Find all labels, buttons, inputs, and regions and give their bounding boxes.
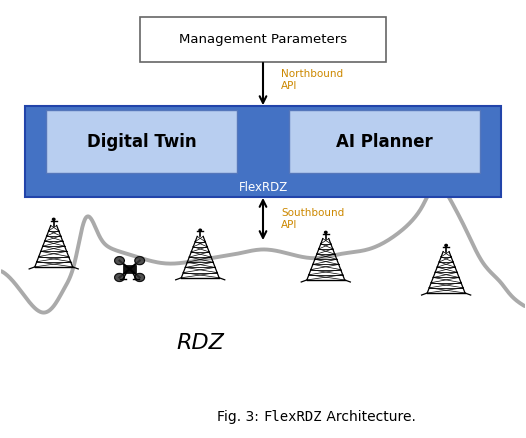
Text: RDZ: RDZ xyxy=(176,333,224,353)
Text: FlexRDZ: FlexRDZ xyxy=(238,181,288,194)
Text: Management Parameters: Management Parameters xyxy=(179,33,347,46)
Polygon shape xyxy=(115,257,124,265)
Text: FlexRDZ: FlexRDZ xyxy=(263,410,321,424)
Circle shape xyxy=(445,244,448,247)
Polygon shape xyxy=(115,273,124,282)
FancyBboxPatch shape xyxy=(140,17,386,62)
Text: Southbound
API: Southbound API xyxy=(281,208,345,230)
Polygon shape xyxy=(135,273,145,282)
Circle shape xyxy=(325,231,327,233)
Text: Fig. 3:: Fig. 3: xyxy=(217,410,263,424)
FancyBboxPatch shape xyxy=(46,110,237,173)
Polygon shape xyxy=(135,257,145,265)
Text: Digital Twin: Digital Twin xyxy=(87,133,196,151)
Text: Architecture.: Architecture. xyxy=(321,410,416,424)
Circle shape xyxy=(53,218,55,220)
Polygon shape xyxy=(124,265,136,273)
FancyBboxPatch shape xyxy=(25,106,501,197)
Text: Northbound
API: Northbound API xyxy=(281,69,343,91)
FancyBboxPatch shape xyxy=(289,110,480,173)
Circle shape xyxy=(199,229,201,231)
Text: AI Planner: AI Planner xyxy=(336,133,433,151)
